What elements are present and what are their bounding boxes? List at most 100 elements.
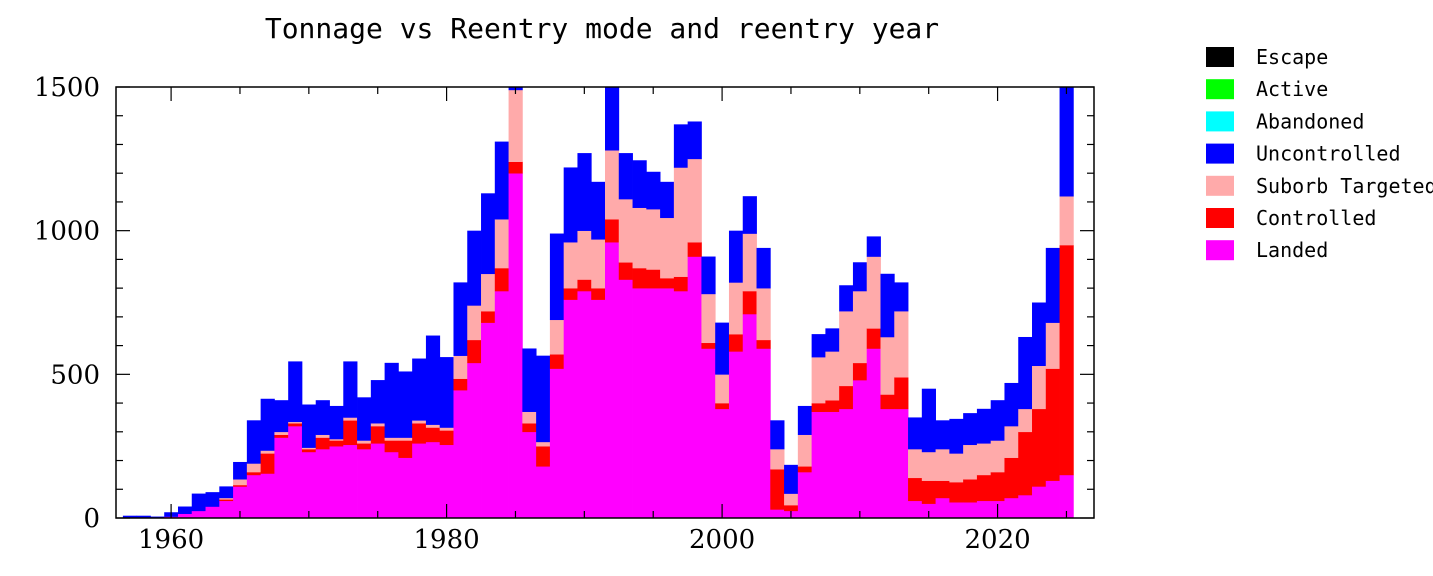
bar-2013-controlled [894,377,909,410]
bar-2025-landed [1059,474,1074,518]
bar-2004-controlled [770,469,785,510]
bar-2020-uncontrolled [990,400,1005,441]
bar-1971-controlled [315,437,330,450]
bar-1997-controlled [673,276,689,292]
bar-1975-suborb-targeted [370,423,385,427]
bar-1973-uncontrolled [343,361,358,418]
bar-2016-uncontrolled [935,420,950,450]
bar-2005-uncontrolled [784,464,799,494]
bar-1966-uncontrolled [246,420,262,464]
bar-2020-suborb-targeted [990,440,1005,473]
bar-1972-controlled [329,440,344,447]
bar-1975-controlled [370,426,385,444]
bar-1972-landed [329,446,344,518]
bar-1996-landed [660,288,675,518]
bar-1977-landed [398,457,413,518]
bar-1990-uncontrolled [577,153,592,231]
bar-2021-controlled [1004,457,1019,499]
bar-2014-uncontrolled [908,417,923,450]
bar-1997-suborb-targeted [673,167,689,277]
bar-2003-uncontrolled [756,247,771,289]
bar-1974-suborb-targeted [357,440,372,444]
bar-1970-landed [301,451,317,518]
bar-1986-uncontrolled [522,348,537,412]
bar-1965-uncontrolled [233,461,248,480]
bar-2023-uncontrolled [1032,302,1047,367]
bar-2017-suborb-targeted [949,453,964,483]
bar-1976-landed [384,451,399,518]
bars-group [122,87,1074,518]
bar-1985-landed [508,173,523,518]
axes-group: 0 500 1000 1500 1960 1980 2000 2020 [34,73,1095,555]
bar-1957-uncontrolled [122,515,138,518]
legend: Escape Active Abandoned Uncontrolled Suborb … [1206,45,1433,262]
bar-1964-suborb-targeted [219,497,234,500]
bar-1994-controlled [632,268,647,289]
bar-1999-uncontrolled [701,256,716,295]
bar-2009-suborb-targeted [839,311,854,387]
bar-2022-uncontrolled [1018,336,1033,410]
bar-1976-suborb-targeted [384,437,399,441]
bar-1993-controlled [618,262,633,280]
bar-1987-uncontrolled [536,355,551,443]
bar-2024-suborb-targeted [1045,322,1060,369]
bar-1990-landed [577,291,592,518]
x-tick-label-1980: 1980 [414,525,480,555]
bar-2009-landed [839,408,854,518]
bar-1961-uncontrolled [177,506,193,514]
bar-1990-suborb-targeted [577,230,592,280]
bar-2006-landed [797,472,813,518]
bar-1990-controlled [577,279,592,292]
bar-2018-landed [963,502,978,518]
bar-2015-landed [921,503,936,518]
bar-1983-suborb-targeted [481,273,496,312]
bar-2021-suborb-targeted [1004,426,1019,458]
bar-1980-suborb-targeted [439,427,454,431]
bar-1966-suborb-targeted [246,463,262,473]
legend-label-suborb-targeted: Suborb Targeted [1256,174,1433,198]
bar-1969-uncontrolled [288,361,303,423]
bar-2000-controlled [715,403,730,410]
bar-1982-controlled [467,339,482,364]
bar-1986-controlled [522,423,537,433]
bar-2008-suborb-targeted [825,351,840,401]
bar-1981-landed [453,390,468,518]
bar-1982-uncontrolled [467,230,482,306]
bar-2000-suborb-targeted [715,374,730,404]
legend-swatch-controlled [1206,208,1234,228]
bar-2017-controlled [949,482,964,503]
bar-2014-landed [908,500,923,518]
bar-2012-uncontrolled [880,273,895,338]
bar-1974-uncontrolled [357,397,372,441]
bar-2006-suborb-targeted [797,434,813,467]
bar-1980-landed [439,444,454,518]
bar-1970-controlled [301,449,317,453]
bar-1984-uncontrolled [494,141,509,220]
bar-2009-uncontrolled [839,285,854,312]
bar-1980-controlled [439,430,454,446]
legend-label-escape: Escape [1256,45,1328,69]
bar-1979-uncontrolled [425,335,441,425]
bar-1977-suborb-targeted [398,437,413,441]
bar-2015-suborb-targeted [921,451,936,481]
bar-2022-controlled [1018,431,1033,496]
bar-1989-uncontrolled [563,167,578,243]
y-tick-label-0: 0 [83,504,100,534]
bar-2007-uncontrolled [811,334,826,358]
bar-2014-suborb-targeted [908,449,923,479]
bar-2016-landed [935,497,950,518]
bar-1987-suborb-targeted [536,441,551,447]
bar-2018-controlled [963,479,978,503]
bar-1992-uncontrolled [605,87,620,151]
bar-1963-landed [205,506,220,518]
legend-label-controlled: Controlled [1256,206,1376,230]
bar-2001-suborb-targeted [728,282,744,335]
bar-1978-uncontrolled [412,358,427,421]
bar-1968-suborb-targeted [274,431,289,435]
bar-2014-controlled [908,477,923,502]
bar-1970-suborb-targeted [301,447,317,450]
bar-1976-controlled [384,440,399,453]
bar-2013-suborb-targeted [894,311,909,378]
bar-2006-uncontrolled [797,405,813,435]
bar-1963-uncontrolled [205,492,220,507]
